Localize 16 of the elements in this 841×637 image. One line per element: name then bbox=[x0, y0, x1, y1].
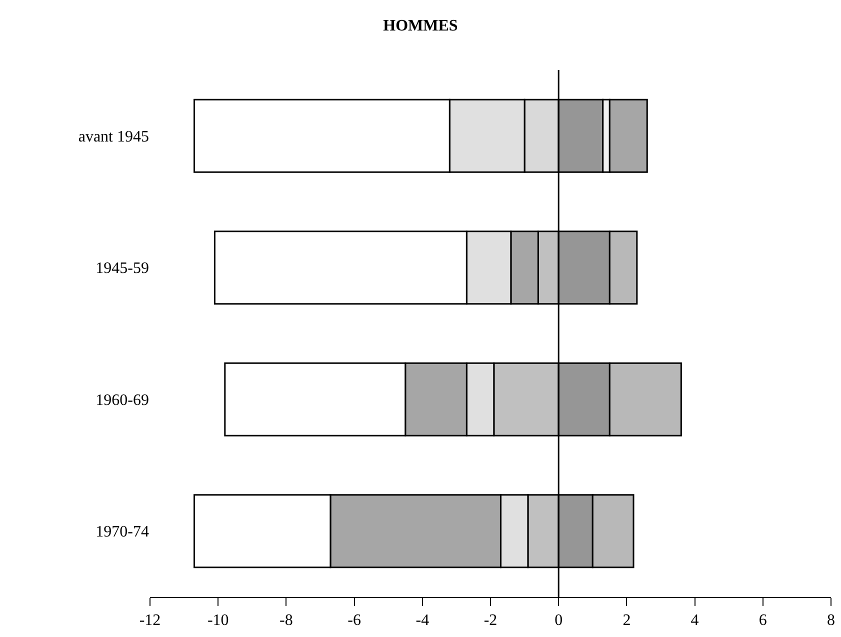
y-tick-label: 1970-74 bbox=[96, 524, 149, 541]
y-tick-label: 1960-69 bbox=[96, 392, 149, 409]
x-tick-label: -4 bbox=[416, 612, 430, 630]
x-tick-label: 2 bbox=[622, 612, 631, 630]
x-tick-label: -2 bbox=[484, 612, 498, 630]
y-tick-label: avant 1945 bbox=[78, 128, 149, 146]
x-tick-label: 4 bbox=[690, 612, 699, 630]
y-tick-label: 1945-59 bbox=[96, 260, 149, 278]
x-tick-label: 6 bbox=[758, 612, 767, 630]
x-tick-label: 8 bbox=[827, 612, 835, 630]
x-tick-label: 0 bbox=[554, 612, 563, 630]
chart-title: HOMMES bbox=[383, 17, 458, 34]
x-tick-label: -8 bbox=[280, 612, 293, 630]
x-tick-label: -10 bbox=[207, 612, 229, 630]
x-tick-label: -12 bbox=[139, 612, 161, 630]
x-tick-label: -6 bbox=[348, 612, 361, 630]
